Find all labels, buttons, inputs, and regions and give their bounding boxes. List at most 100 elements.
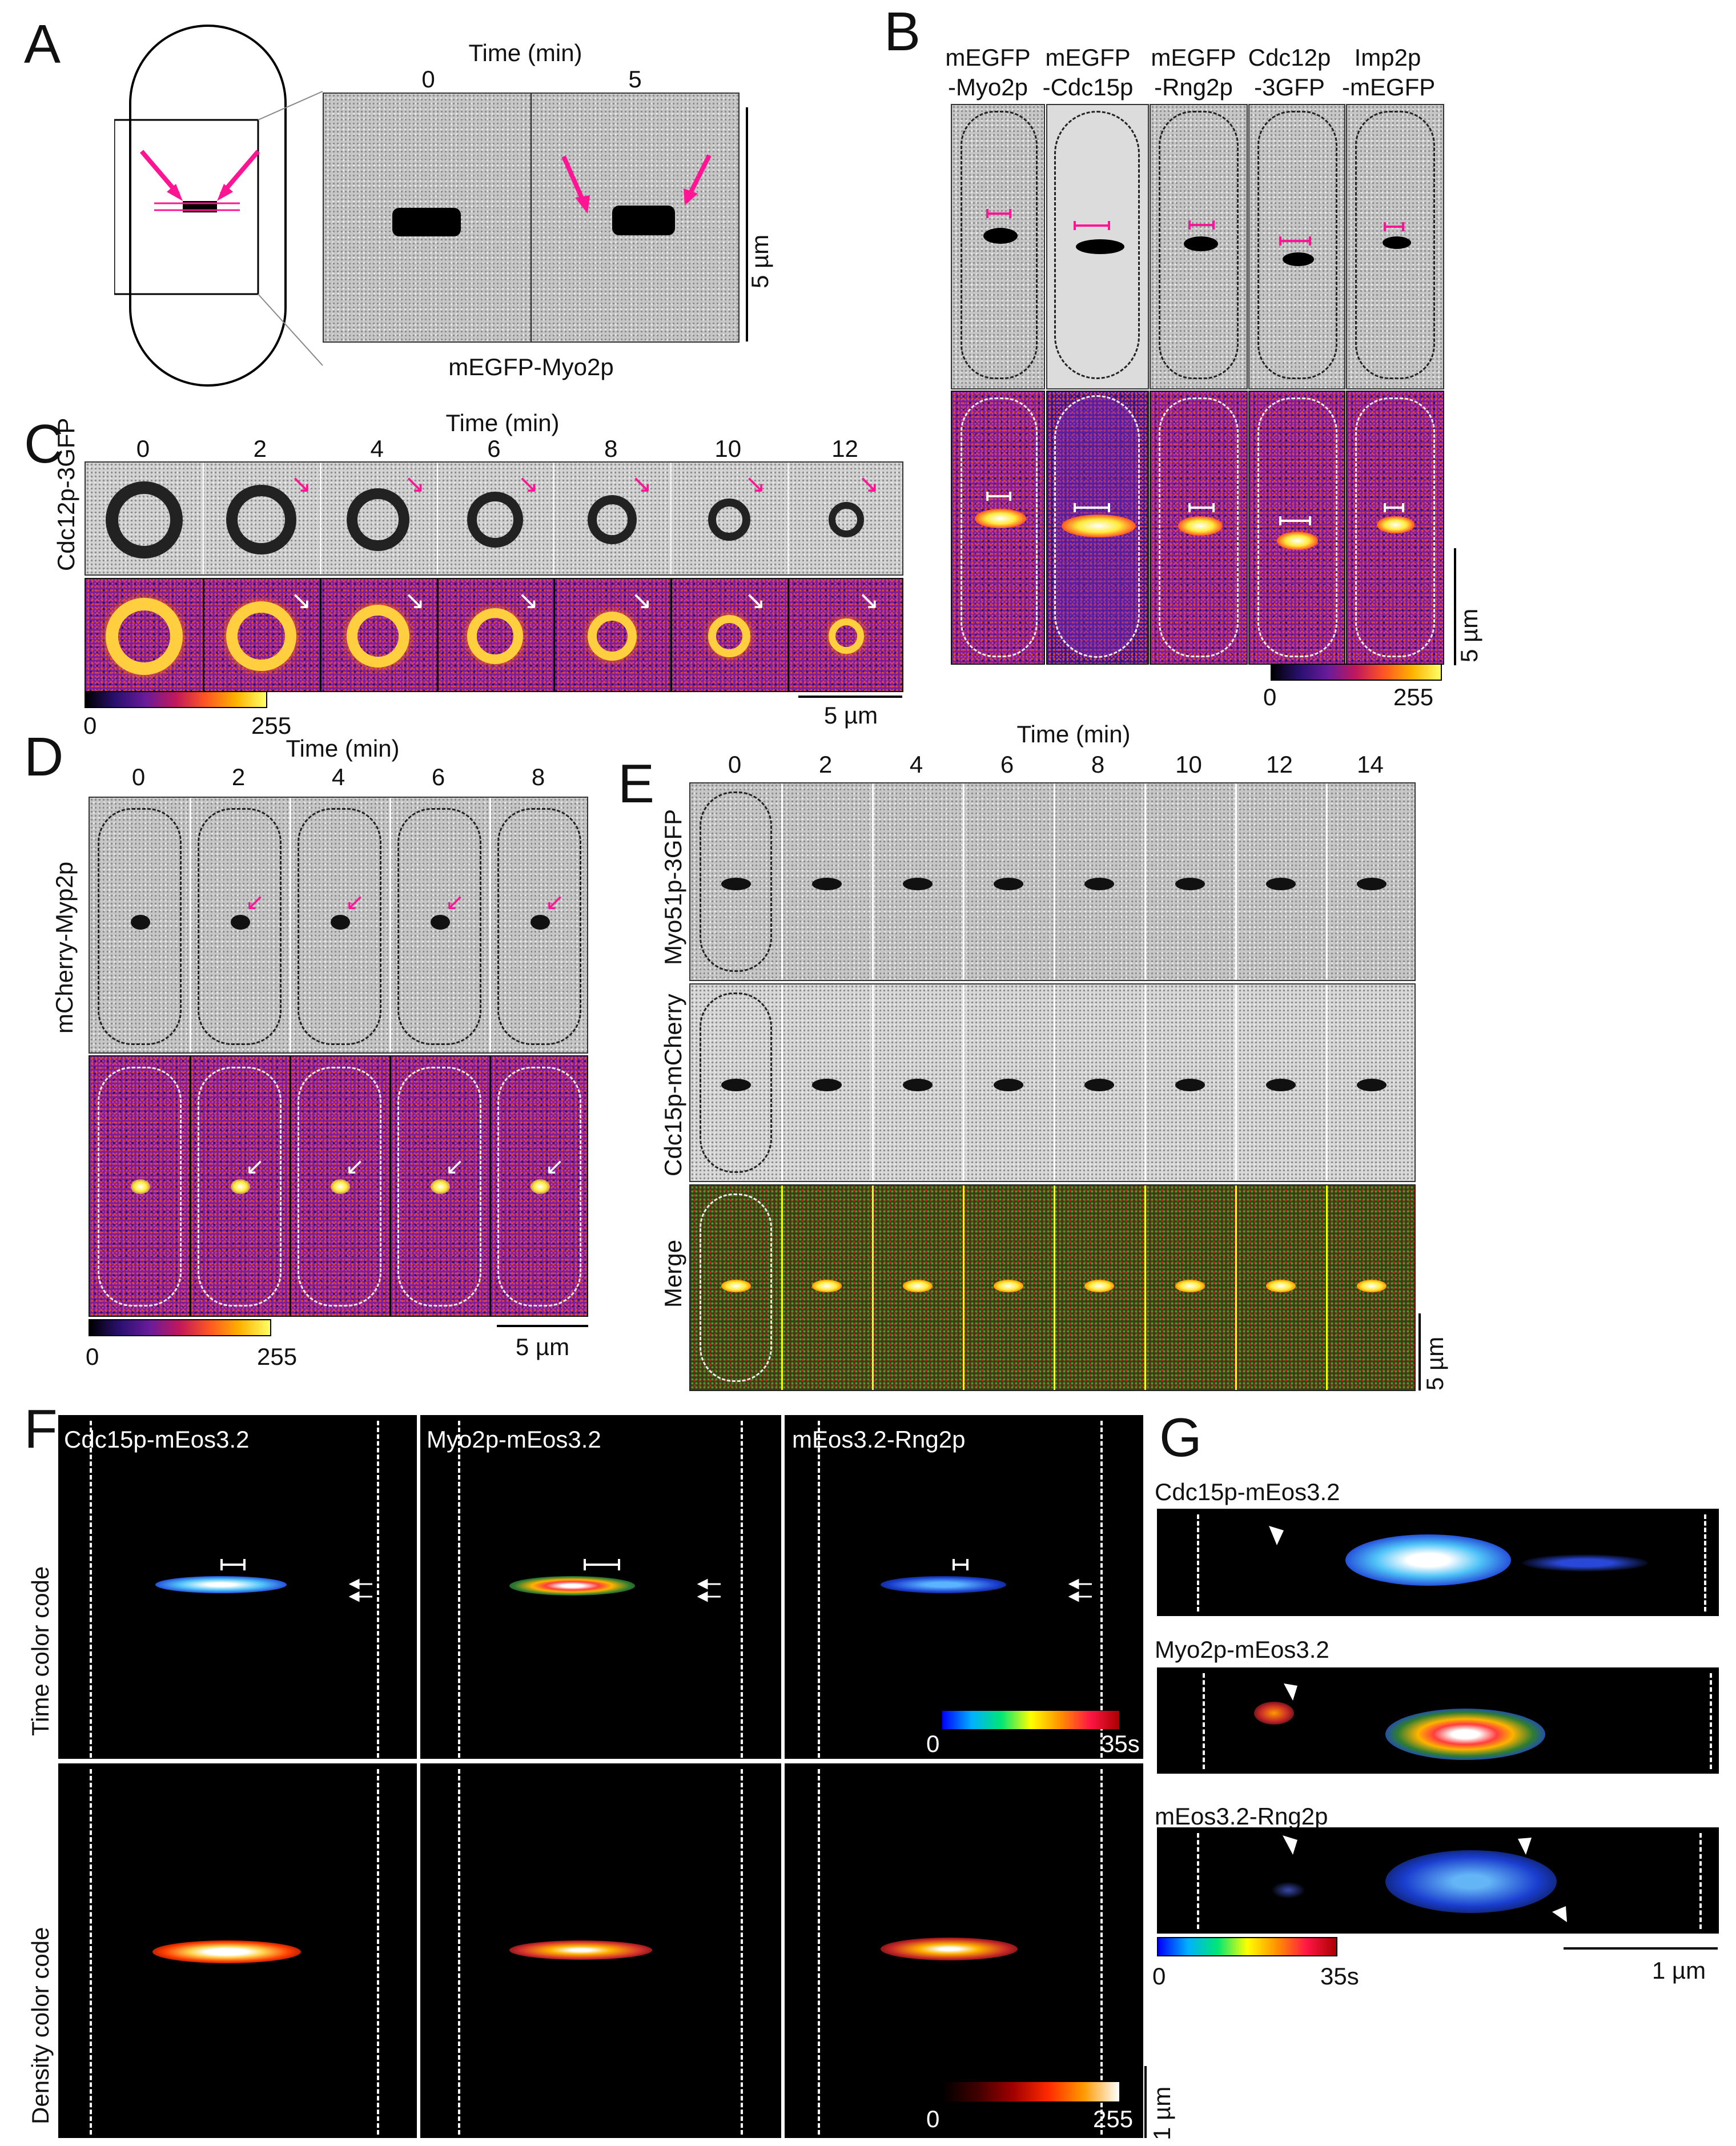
- scale-label: 5 µm: [746, 234, 773, 288]
- ring-width-markers: [986, 209, 1404, 246]
- time-label: 0: [131, 763, 146, 790]
- colorbar-min: 0: [1152, 1963, 1166, 1990]
- colorbar-max: 35s: [1101, 1730, 1140, 1757]
- ring: [346, 604, 410, 668]
- scale-bar: [1454, 548, 1456, 665]
- arrow-icon: ↙: [345, 1154, 365, 1179]
- panel-label: D: [24, 726, 64, 787]
- micrograph-row: [689, 983, 1416, 1182]
- column-header: Cdc15p-mEos3.2: [64, 1426, 250, 1453]
- time-header: Time (min): [468, 39, 582, 66]
- time-label: 4: [909, 751, 923, 778]
- time-label: 6: [1000, 751, 1014, 778]
- column-header: mEGFP: [1045, 44, 1131, 71]
- panel-label: E: [618, 753, 655, 814]
- panel-label: F: [24, 1398, 58, 1460]
- column-header: Cdc12p: [1248, 44, 1331, 71]
- time-label: 14: [1357, 751, 1384, 778]
- column-header: Myo2p-mEos3.2: [427, 1426, 601, 1453]
- time-label: 0: [136, 435, 150, 462]
- column-header: -3GFP: [1254, 74, 1325, 101]
- ring: [467, 491, 524, 548]
- ring: [346, 488, 410, 552]
- scale-label: 5 µm: [515, 1333, 570, 1360]
- scale-label: 1 µm: [1148, 2086, 1175, 2140]
- smlm-strip: [1157, 1827, 1719, 1934]
- time-label: 8: [1091, 751, 1105, 778]
- smlm-strip: [1157, 1509, 1719, 1616]
- row-label: Cdc15p-mEos3.2: [1155, 1478, 1340, 1505]
- micrograph: [1150, 104, 1248, 389]
- column-header: -mEGFP: [1342, 74, 1436, 101]
- colorbar: [89, 1319, 271, 1336]
- column-header: mEGFP: [945, 44, 1031, 71]
- arrow-icon: ↙: [445, 890, 465, 915]
- arrow-icon: ↙: [545, 1154, 565, 1179]
- colorbar: [85, 691, 267, 708]
- time-label: 10: [714, 435, 742, 462]
- micrograph-row: ↙ ↙ ↙ ↙: [89, 1055, 588, 1317]
- row-label: Merge: [660, 1239, 686, 1308]
- micrograph: [1346, 104, 1444, 389]
- time-header: Time (min): [286, 735, 400, 762]
- row-label: Myo2p-mEos3.2: [1155, 1636, 1329, 1663]
- arrow-icon: ↘: [290, 470, 312, 498]
- row-label: Time color code: [27, 1566, 54, 1736]
- time-label: 5: [628, 66, 642, 93]
- micrograph: [1346, 391, 1444, 665]
- micrograph: [951, 391, 1045, 665]
- ring: [226, 484, 296, 555]
- time-label: 2: [818, 751, 833, 778]
- colorbar: [1157, 1937, 1337, 1956]
- colorbar-max: 255: [1393, 684, 1434, 710]
- micrograph-row: ↘ ↘ ↘ ↘ ↘ ↘: [85, 461, 903, 576]
- column-header: -Rng2p: [1154, 74, 1233, 101]
- ring: [105, 597, 183, 675]
- time-label: 10: [1175, 751, 1202, 778]
- ring: [828, 618, 864, 654]
- micrograph: [1150, 391, 1248, 665]
- time-label: 2: [231, 763, 246, 790]
- ring: [226, 601, 296, 672]
- colorbar-min: 0: [926, 1730, 940, 1757]
- colorbar: [942, 2082, 1119, 2101]
- ring: [708, 498, 750, 541]
- scale-bar: [1144, 2066, 1147, 2138]
- colorbar-min: 0: [1263, 684, 1277, 710]
- cell-schematic: [114, 25, 323, 387]
- micrograph-row: ↙ ↙ ↙ ↙: [89, 797, 588, 1054]
- time-label: 4: [370, 435, 384, 462]
- ring-width-markers: [986, 492, 1404, 525]
- arrow-icon: ↙: [545, 890, 565, 915]
- scale-bar: [746, 107, 748, 341]
- time-label: 12: [1266, 751, 1293, 778]
- micrograph: [1046, 391, 1149, 665]
- column-header: mEos3.2-Rng2p: [792, 1426, 966, 1453]
- arrow-icon: ↘: [631, 470, 652, 498]
- ring: [105, 481, 183, 558]
- panel-label: G: [1159, 1407, 1202, 1468]
- time-label: 0: [728, 751, 742, 778]
- time-label: 8: [604, 435, 618, 462]
- arrow-icon: ↙: [245, 890, 265, 915]
- colorbar-max: 255: [251, 712, 292, 739]
- row-label: Myo51p-3GFP: [660, 809, 686, 965]
- time-label: 0: [421, 66, 435, 93]
- protein-label: mEGFP-Myo2p: [448, 353, 614, 380]
- scale-label: 5 µm: [1456, 608, 1482, 662]
- arrow-icon: ↘: [517, 586, 539, 614]
- colorbar-min: 0: [926, 2105, 940, 2132]
- panel-label: C: [24, 413, 64, 475]
- arrow-icon: ↘: [858, 470, 879, 498]
- time-label: 6: [487, 435, 501, 462]
- micrograph: [1248, 104, 1345, 389]
- arrow-icon: ↙: [245, 1154, 265, 1179]
- smlm-strip: [1157, 1667, 1719, 1774]
- scale-bar: [1418, 1313, 1421, 1391]
- micrograph: [323, 93, 740, 343]
- scale-bar: [497, 1325, 588, 1327]
- colorbar: [1271, 664, 1442, 681]
- colorbar: [942, 1711, 1119, 1729]
- colorbar-max: 35s: [1320, 1963, 1359, 1990]
